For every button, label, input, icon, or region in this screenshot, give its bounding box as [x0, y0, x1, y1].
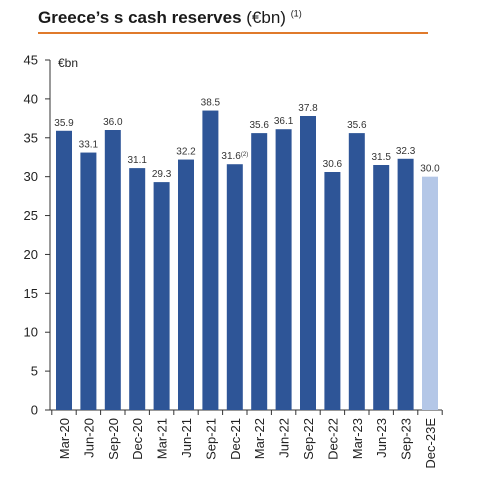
bar-dec-22: [324, 172, 341, 410]
bar-sep-20: [104, 130, 121, 410]
category-label: Dec-23E: [423, 418, 438, 469]
value-label: 31.5: [371, 152, 391, 163]
category-label: Dec-21: [228, 418, 243, 460]
value-label: 31.1: [127, 155, 147, 166]
category-label: Jun-20: [81, 418, 96, 458]
title-underline: [38, 32, 428, 34]
bar-jun-21: [178, 159, 194, 410]
bar-sep-23: [397, 158, 414, 410]
bar-dec-23e: [422, 176, 438, 410]
value-label: 31.6(2): [221, 151, 248, 162]
value-label: 30.6: [323, 159, 343, 170]
y-tick-label: 5: [31, 364, 38, 379]
value-label: 32.2: [176, 147, 196, 158]
y-tick-label: 35: [24, 130, 38, 145]
value-label: 35.9: [54, 118, 74, 129]
value-label: 37.8: [298, 103, 318, 114]
y-tick-label: 10: [24, 325, 38, 340]
bar-sep-21: [202, 110, 219, 411]
bar-mar-23: [348, 133, 365, 410]
category-label: Dec-20: [130, 418, 145, 460]
y-tick-label: 20: [24, 247, 38, 262]
bar-mar-20: [56, 130, 72, 410]
y-unit-label: €bn: [58, 56, 78, 70]
y-tick-label: 15: [24, 286, 38, 301]
category-label: Sep-21: [203, 418, 218, 460]
bar-sep-22: [300, 116, 316, 410]
category-label: Dec-22: [325, 418, 340, 460]
y-tick-label: 30: [24, 169, 38, 184]
y-tick-label: 0: [31, 403, 38, 418]
value-label: 36.1: [274, 116, 294, 127]
category-label: Mar-22: [252, 418, 267, 459]
y-tick-label: 25: [24, 208, 38, 223]
value-label: 35.6: [249, 120, 269, 131]
value-label: 30.0: [420, 164, 440, 175]
chart-title: Greece’s s cash reserves (€bn) (1): [38, 8, 302, 28]
chart-title-footnote: (1): [290, 8, 302, 19]
bar-mar-21: [153, 182, 170, 410]
category-label: Sep-22: [301, 418, 316, 460]
category-label: Mar-23: [350, 418, 365, 459]
bar-dec-20: [129, 168, 146, 410]
value-label: 38.5: [201, 98, 221, 109]
value-label-footnote: (2): [241, 152, 248, 158]
value-label: 29.3: [152, 169, 172, 180]
bar-jun-22: [275, 129, 292, 410]
chart-title-unit: (€bn): [241, 8, 291, 27]
category-label: Mar-21: [155, 418, 170, 459]
category-label: Sep-23: [399, 418, 414, 460]
bar-jun-23: [373, 165, 390, 410]
bar-mar-22: [251, 133, 268, 410]
value-label: 32.3: [396, 146, 416, 157]
y-tick-label: 45: [24, 53, 38, 68]
value-label: 33.1: [79, 140, 99, 151]
bar-jun-20: [80, 152, 97, 411]
category-label: Jun-23: [374, 418, 389, 458]
category-label: Sep-20: [106, 418, 121, 460]
bar-dec-21: [226, 164, 243, 410]
category-label: Jun-21: [179, 418, 194, 458]
y-tick-label: 40: [24, 91, 38, 106]
category-label: Jun-22: [277, 418, 292, 458]
value-label: 35.6: [347, 120, 367, 131]
chart-title-main: Greece’s s cash reserves: [38, 8, 242, 27]
category-label: Mar-20: [57, 418, 72, 459]
value-label: 36.0: [103, 117, 123, 128]
